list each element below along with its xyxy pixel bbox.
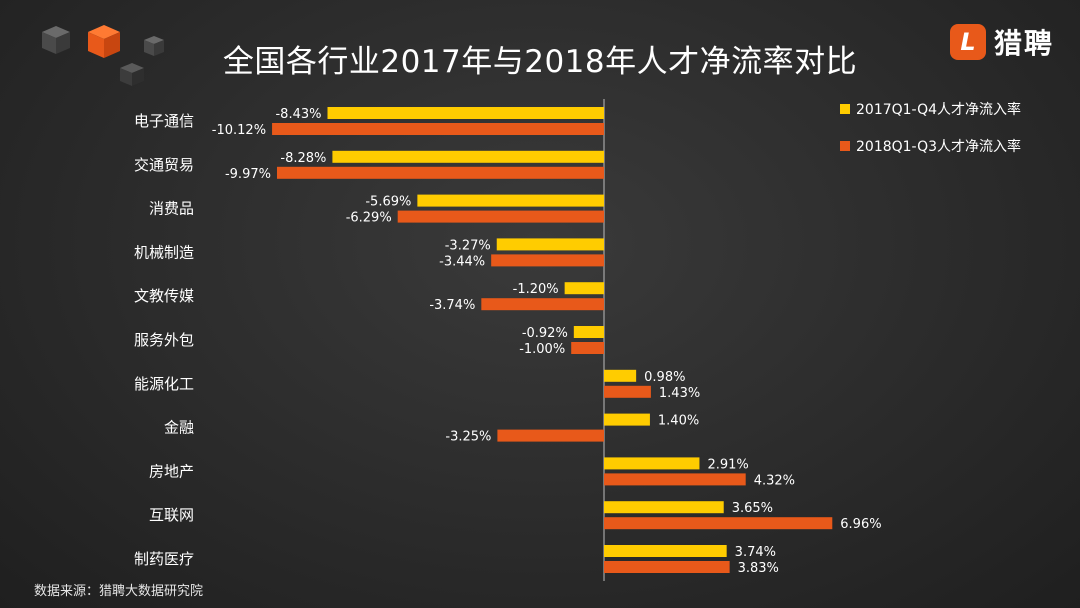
bar-2017 xyxy=(604,457,700,470)
data-label: -9.97% xyxy=(225,167,271,182)
bar-2017 xyxy=(564,282,604,295)
bar-2018 xyxy=(272,123,604,135)
data-label: -1.20% xyxy=(513,282,559,297)
bar-2017 xyxy=(604,501,724,514)
data-label: -8.43% xyxy=(275,107,321,122)
data-label: -0.92% xyxy=(522,326,568,341)
logo-icon: L xyxy=(949,24,986,60)
category-label: 服务外包 xyxy=(134,331,194,349)
data-label: -3.25% xyxy=(445,430,491,445)
source-note: 数据来源：猎聘大数据研究院 xyxy=(34,584,204,599)
bar-2018 xyxy=(491,254,604,267)
bar-2018 xyxy=(397,210,604,223)
bar-2017 xyxy=(417,194,604,207)
brand-logo: L 猎聘 xyxy=(949,22,1054,62)
data-label: 4.32% xyxy=(754,473,795,488)
bar-2018 xyxy=(604,473,746,486)
legend-label: 2017Q1-Q4人才净流入率 xyxy=(856,101,1021,118)
data-label: 1.43% xyxy=(659,386,700,401)
brand-name: 猎聘 xyxy=(993,27,1054,60)
category-label: 金融 xyxy=(164,419,194,437)
data-label: -3.27% xyxy=(445,238,491,253)
data-label: 3.65% xyxy=(732,501,773,516)
bar-2017 xyxy=(332,150,604,163)
bar-2018 xyxy=(276,166,604,179)
bar-2018 xyxy=(604,517,833,530)
category-label: 文教传媒 xyxy=(134,287,194,305)
data-label: 3.74% xyxy=(735,545,776,560)
category-label: 机械制造 xyxy=(134,243,194,261)
data-label: -6.29% xyxy=(346,211,392,226)
data-label: -10.12% xyxy=(212,123,266,138)
category-label: 电子通信 xyxy=(134,112,194,130)
bar-2017 xyxy=(573,326,604,338)
bar-2018 xyxy=(604,561,730,573)
bar-2018 xyxy=(481,298,604,311)
small-grey-cube-icon xyxy=(144,36,164,56)
data-label: 3.83% xyxy=(738,561,779,576)
data-label: 6.96% xyxy=(840,517,881,532)
bar-2017 xyxy=(327,107,604,119)
data-label: 1.40% xyxy=(658,414,699,429)
data-label: -1.00% xyxy=(519,342,565,357)
data-label: -8.28% xyxy=(280,151,326,166)
category-label: 能源化工 xyxy=(134,375,194,393)
data-label: -5.69% xyxy=(365,195,411,210)
page-title: 全国各行业2017年与2018年人才净流率对比 xyxy=(222,44,858,80)
data-label: -3.74% xyxy=(429,298,475,313)
dark-cube-icon xyxy=(120,63,144,86)
decorative-cubes xyxy=(42,25,164,86)
category-label: 互联网 xyxy=(149,506,194,524)
category-label: 交通贸易 xyxy=(134,156,194,174)
category-label: 消费品 xyxy=(149,200,194,218)
data-label: 0.98% xyxy=(644,370,685,385)
bar-2018 xyxy=(604,385,651,398)
legend-label: 2018Q1-Q3人才净流入率 xyxy=(856,138,1021,155)
bar-2018 xyxy=(497,429,604,442)
data-label: -3.44% xyxy=(439,254,485,269)
data-label: 2.91% xyxy=(707,457,748,472)
category-label: 制药医疗 xyxy=(134,550,194,568)
bar-2017 xyxy=(496,238,604,251)
legend-swatch xyxy=(840,104,850,114)
orange-cube-icon xyxy=(88,25,120,58)
legend-swatch xyxy=(840,141,850,151)
bar-2017 xyxy=(604,545,727,557)
bar-2018 xyxy=(571,342,604,354)
category-label: 房地产 xyxy=(149,462,194,480)
bar-2017 xyxy=(604,413,650,426)
grey-cube-icon xyxy=(42,26,70,54)
bar-2017 xyxy=(604,369,637,382)
